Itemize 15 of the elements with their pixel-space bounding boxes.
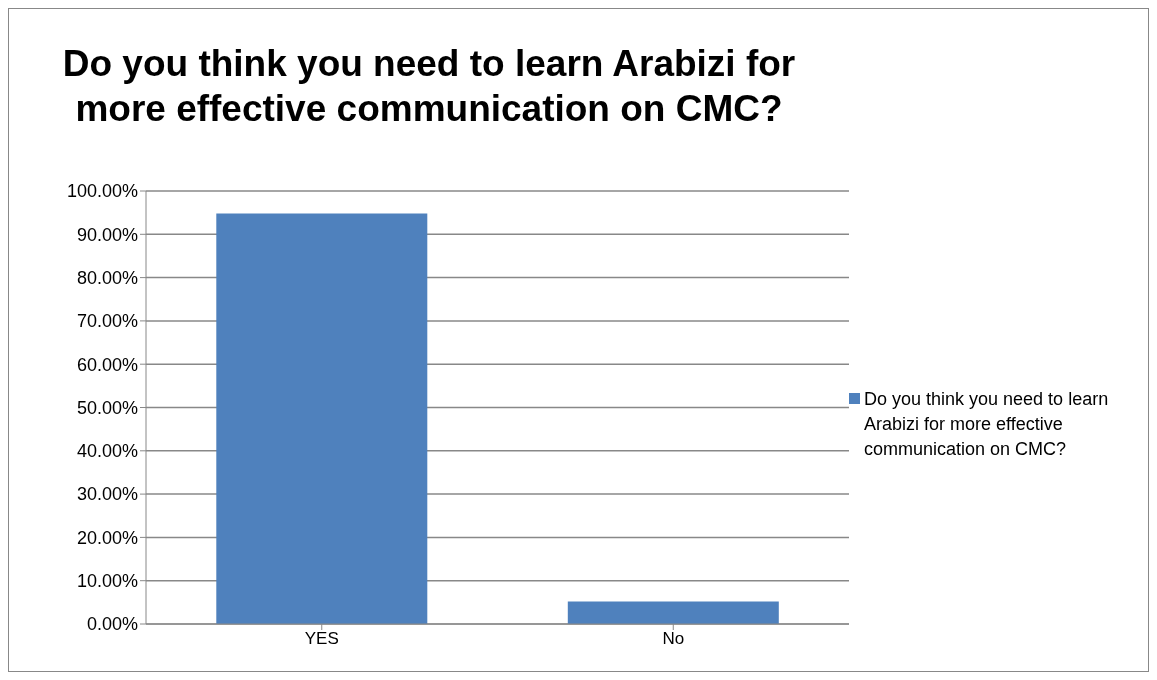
y-tick-label: 20.00% xyxy=(76,527,138,548)
chart-title: Do you think you need to learn Arabizi for more effective communication on CMC? xyxy=(61,42,797,131)
y-tick-label: 80.00% xyxy=(76,267,138,288)
legend-label: Do you think you need to learn Arabizi for more effective communication on CMC? xyxy=(864,387,1110,461)
y-tick-label: 40.00% xyxy=(76,441,138,462)
y-tick-label: 60.00% xyxy=(76,354,138,375)
y-tick-label: 50.00% xyxy=(76,397,138,418)
y-tick-label: 0.00% xyxy=(86,614,138,635)
y-tick-label: 90.00% xyxy=(76,224,138,245)
x-tick-label: No xyxy=(662,629,685,649)
y-tick-label: 30.00% xyxy=(76,484,138,505)
x-tick-label: YES xyxy=(304,629,339,649)
y-tick-label: 10.00% xyxy=(76,571,138,592)
y-tick-label: 100.00% xyxy=(66,181,138,202)
y-tick-label: 70.00% xyxy=(76,311,138,332)
